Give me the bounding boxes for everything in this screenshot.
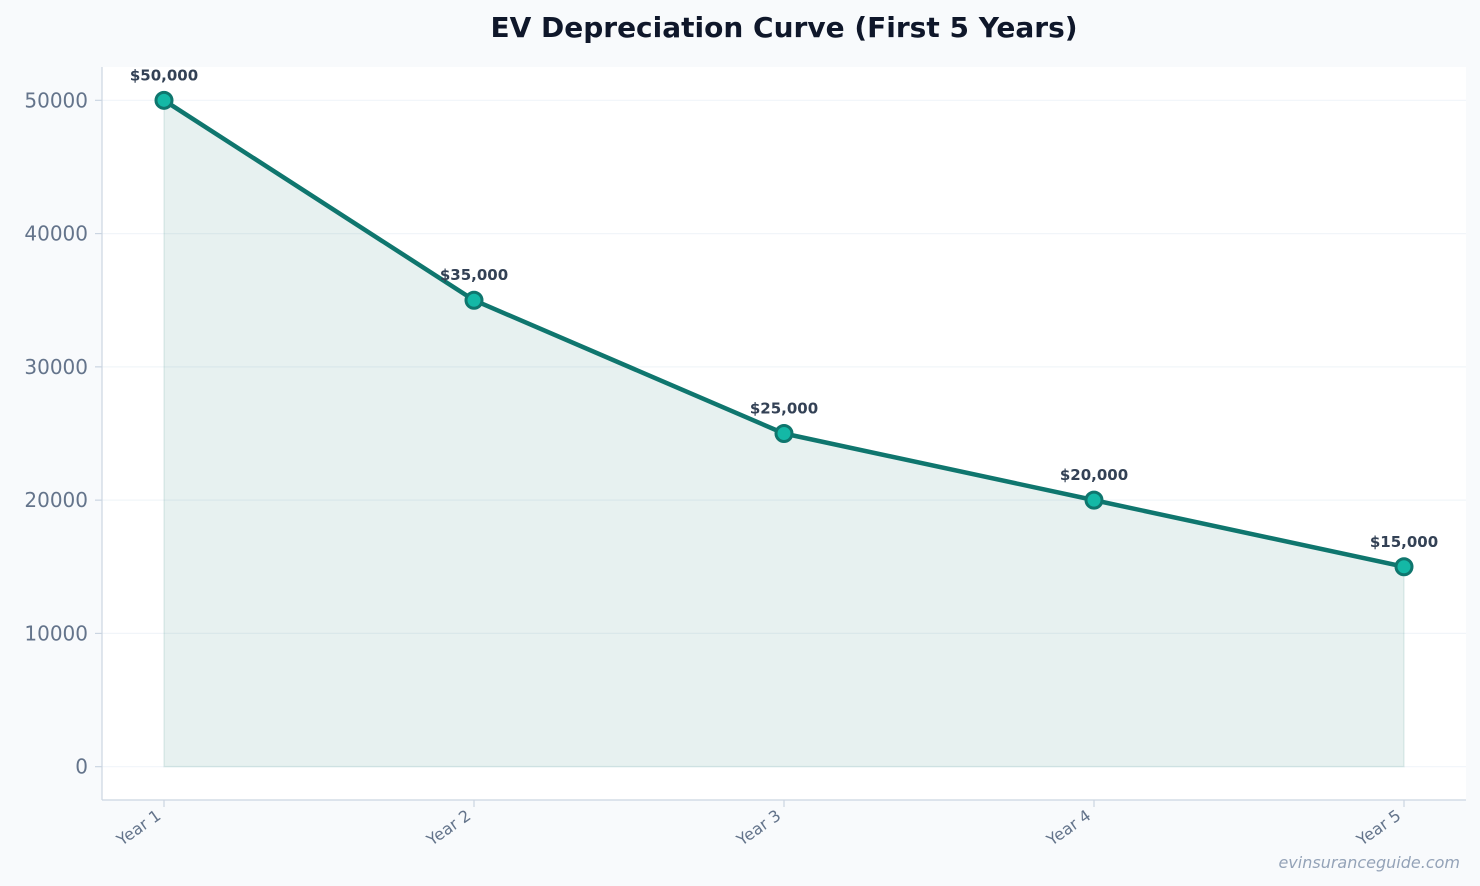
data-points [154,90,1414,577]
y-tick-label: 10000 [24,621,88,645]
data-label: $20,000 [1060,466,1128,484]
chart-title: EV Depreciation Curve (First 5 Years) [490,11,1077,44]
data-point [464,290,484,310]
y-tick-label: 20000 [24,488,88,512]
y-tick-label: 50000 [24,88,88,112]
data-label: $35,000 [440,266,508,284]
y-tick-label: 40000 [24,222,88,246]
y-tick-label: 0 [75,755,88,779]
y-tick-label: 30000 [24,355,88,379]
data-point [1394,557,1414,577]
data-point [154,90,174,110]
data-labels: $50,000 $35,000 $25,000 $20,000 $15,000 [130,66,1438,550]
data-point [774,424,794,443]
watermark-text: evinsuranceguide.com [1278,853,1460,872]
data-label: $25,000 [750,400,818,418]
grid-layer [102,99,1466,768]
data-label: $15,000 [1370,533,1438,551]
data-label: $50,000 [130,66,198,84]
y-tick-labels: 0 10000 20000 30000 40000 50000 [24,88,102,779]
data-point [1084,490,1104,510]
